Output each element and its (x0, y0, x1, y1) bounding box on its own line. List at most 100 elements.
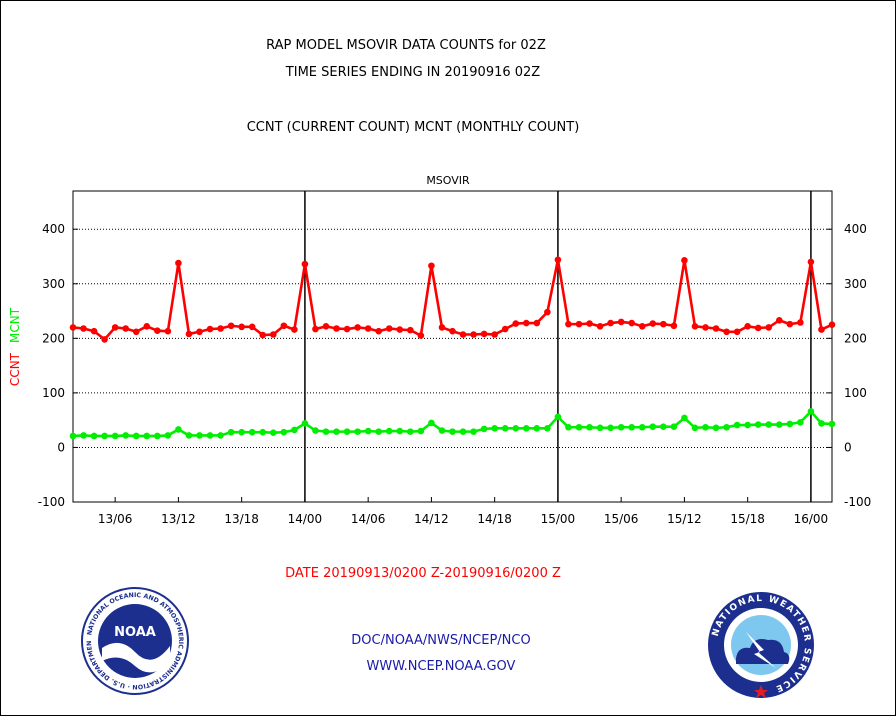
data-point-ccnt (670, 322, 678, 330)
y-tick-label-left: 300 (42, 277, 65, 291)
data-point-mcnt (554, 413, 562, 421)
data-point-ccnt (301, 260, 309, 268)
data-point-mcnt (438, 427, 446, 434)
data-point-ccnt (312, 325, 319, 333)
chart-title-line2: TIME SERIES ENDING IN 20190916 02Z (285, 65, 541, 80)
data-point-mcnt (111, 432, 119, 440)
y-tick-label-right: 400 (844, 222, 867, 236)
noaa-logo-text: NOAA (114, 625, 156, 640)
data-point-mcnt (291, 426, 298, 434)
data-point-mcnt (797, 419, 804, 426)
data-point-mcnt (575, 423, 583, 431)
data-point-ccnt (428, 262, 435, 270)
data-point-mcnt (522, 425, 530, 432)
data-point-mcnt (459, 428, 467, 435)
data-point-mcnt (333, 428, 340, 435)
data-point-ccnt (596, 323, 604, 330)
chart-subtitle: CCNT (CURRENT COUNT) MCNT (MONTHLY COUNT… (246, 120, 580, 135)
data-point-mcnt (154, 432, 161, 440)
y-tick-label-left: 400 (42, 222, 65, 236)
data-point-mcnt (818, 420, 825, 427)
data-point-mcnt (175, 426, 182, 433)
data-point-mcnt (80, 432, 87, 439)
data-point-ccnt (744, 323, 751, 330)
data-point-mcnt (227, 428, 235, 436)
data-point-ccnt (217, 325, 224, 332)
data-point-mcnt (501, 425, 509, 432)
y-axis-label-group: CCNT MCNT (8, 307, 22, 386)
data-point-mcnt (702, 423, 709, 431)
data-point-ccnt (227, 322, 235, 330)
data-point-ccnt (196, 328, 203, 336)
x-tick-label: 16/00 (794, 512, 829, 526)
data-point-mcnt (712, 424, 720, 432)
data-point-ccnt (122, 325, 130, 332)
data-point-mcnt (544, 425, 551, 432)
data-point-mcnt (533, 425, 541, 432)
data-point-mcnt (407, 428, 414, 435)
y-tick-label-left: -100 (38, 495, 65, 509)
data-point-mcnt (238, 428, 245, 436)
data-point-ccnt (291, 326, 298, 333)
data-point-mcnt (269, 429, 277, 437)
data-point-mcnt (649, 423, 657, 431)
data-point-mcnt (470, 428, 477, 435)
data-point-mcnt (185, 432, 193, 439)
data-point-ccnt (364, 325, 372, 332)
org-line: DOC/NOAA/NWS/NCEP/NCO (351, 633, 531, 648)
data-point-ccnt (354, 324, 361, 331)
data-point-ccnt (175, 259, 182, 267)
data-point-mcnt (670, 423, 678, 431)
data-point-ccnt (449, 327, 456, 335)
data-point-ccnt (586, 320, 593, 327)
data-point-ccnt (554, 256, 562, 264)
data-point-ccnt (712, 325, 720, 332)
data-point-mcnt (396, 427, 404, 435)
y-axis-label-ccnt: CCNT (8, 352, 22, 386)
y-tick-label-right: 300 (844, 277, 867, 291)
data-point-mcnt (607, 424, 614, 432)
x-tick-label: 14/12 (414, 512, 449, 526)
chart-title-line1: RAP MODEL MSOVIR DATA COUNTS for 02Z (266, 38, 546, 53)
x-tick-label: 14/18 (477, 512, 512, 526)
y-tick-label-left: 0 (57, 440, 65, 454)
plot-title: MSOVIR (426, 174, 470, 187)
noaa-bird-icon (102, 642, 170, 673)
data-point-mcnt (354, 428, 361, 435)
data-point-ccnt (470, 331, 477, 338)
data-point-mcnt (122, 432, 130, 439)
data-point-ccnt (280, 322, 288, 330)
data-point-ccnt (607, 319, 614, 327)
data-point-ccnt (649, 320, 657, 327)
data-point-mcnt (765, 421, 773, 428)
y-tick-label-left: 100 (42, 386, 65, 400)
data-point-mcnt (681, 414, 688, 422)
data-point-ccnt (723, 328, 730, 336)
x-tick-label: 14/00 (288, 512, 323, 526)
data-point-mcnt (586, 423, 593, 431)
data-point-ccnt (333, 325, 340, 332)
data-point-mcnt (217, 432, 224, 439)
data-point-ccnt (80, 325, 87, 332)
data-point-ccnt (512, 320, 520, 327)
data-point-mcnt (449, 428, 456, 435)
data-point-mcnt (512, 425, 520, 432)
data-point-ccnt (111, 324, 119, 331)
data-point-mcnt (565, 423, 572, 431)
y-tick-label-right: 200 (844, 331, 867, 345)
data-point-mcnt (775, 421, 783, 428)
x-tick-label: 13/12 (161, 512, 196, 526)
data-point-mcnt (196, 432, 203, 439)
nws-logo: NATIONAL WEATHER SERVICE (708, 592, 814, 698)
nws-cloud-icon (736, 639, 790, 664)
y-tick-label-right: 100 (844, 386, 867, 400)
y-tick-label-right: -100 (844, 495, 871, 509)
data-point-ccnt (828, 321, 836, 328)
data-point-mcnt (691, 424, 699, 432)
x-tick-label: 14/06 (351, 512, 386, 526)
date-range-label: DATE 20190913/0200 Z-20190916/0200 Z (285, 566, 561, 581)
data-point-mcnt (259, 428, 267, 436)
data-point-ccnt (638, 323, 646, 330)
x-tick-label: 15/12 (667, 512, 702, 526)
y-tick-label-right: 0 (844, 440, 852, 454)
